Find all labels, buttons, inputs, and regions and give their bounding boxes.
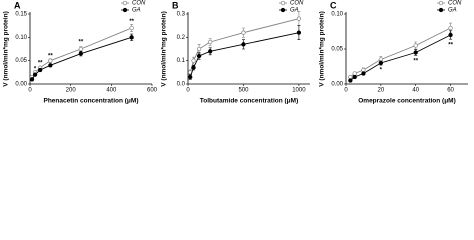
- data-point: [196, 53, 202, 59]
- y-tick-label: 0.1: [177, 58, 186, 64]
- panel-label: A: [14, 0, 21, 10]
- data-point: [448, 32, 453, 38]
- x-tick-label: 1000: [292, 88, 306, 94]
- annotation: *: [34, 67, 37, 73]
- data-point: [208, 39, 213, 45]
- data-point: [448, 25, 453, 31]
- annotation: **: [38, 61, 43, 67]
- panel-label: C: [330, 0, 337, 10]
- legend-marker: [122, 7, 128, 13]
- x-tick-label: 20: [378, 88, 385, 94]
- data-point: [48, 63, 53, 68]
- data-point: [188, 74, 193, 80]
- annotation: **: [78, 40, 83, 46]
- y-tick-label: 0.0: [177, 82, 186, 88]
- data-point: [29, 77, 35, 82]
- data-point: [129, 35, 134, 40]
- legend-marker: [122, 0, 128, 6]
- x-tick-label: 0: [28, 88, 32, 94]
- data-point: [38, 67, 43, 73]
- x-tick-label: 400: [106, 88, 117, 94]
- data-point: [361, 71, 366, 76]
- x-tick-label: 600: [147, 88, 158, 94]
- legend-label: CON: [290, 1, 304, 7]
- annotation: **: [413, 58, 418, 64]
- x-tick-label: 0: [344, 88, 348, 94]
- data-point: [296, 30, 302, 35]
- legend-label: GA: [448, 8, 457, 14]
- y-tick-label: 0.00: [331, 82, 343, 88]
- annotation: **: [129, 19, 134, 25]
- data-point: [352, 74, 357, 80]
- data-point: [191, 65, 196, 70]
- x-axis-title: Tolbutamide concentration (μM): [200, 98, 298, 105]
- data-point: [191, 58, 196, 63]
- data-point: [296, 16, 302, 21]
- y-axis-title: V (nmol/min*mg protein): [3, 11, 10, 86]
- y-tick-label: 0.3: [177, 12, 186, 18]
- x-tick-label: 200: [66, 88, 77, 94]
- annotation: **: [48, 54, 53, 60]
- y-tick-label: 0.00: [15, 82, 27, 88]
- y-tick-label: 0.15: [15, 12, 27, 18]
- data-point: [78, 46, 83, 52]
- y-tick-label: 0.05: [15, 58, 27, 64]
- data-point: [208, 49, 213, 54]
- x-tick-label: 60: [447, 88, 454, 94]
- data-point: [32, 72, 38, 77]
- legend-marker: [280, 0, 286, 6]
- y-tick-label: 0.2: [177, 35, 186, 41]
- data-point: [196, 46, 202, 52]
- series-line: [189, 32, 300, 78]
- legend-label: GA: [132, 8, 141, 14]
- data-point: [348, 74, 353, 80]
- y-axis-title: V (nmol/min*mg protein): [161, 11, 168, 86]
- y-tick-label: 0.05: [331, 47, 343, 53]
- x-tick-label: 40: [412, 88, 419, 94]
- x-axis-title: Omeprazole concentration (μM): [358, 98, 456, 105]
- x-axis-title: Phenacetin concentration (μM): [44, 98, 139, 105]
- annotation: **: [448, 42, 453, 48]
- data-point: [413, 43, 418, 48]
- data-point: [378, 60, 384, 66]
- legend-marker: [438, 7, 444, 13]
- legend-label: GA: [290, 8, 299, 14]
- data-point: [241, 42, 246, 47]
- data-point: [348, 78, 353, 83]
- legend-label: CON: [132, 1, 146, 7]
- data-point: [78, 51, 83, 56]
- y-tick-label: 0.10: [15, 35, 27, 41]
- x-tick-label: 500: [238, 88, 249, 94]
- data-point: [48, 58, 53, 63]
- y-tick-label: 0.10: [331, 12, 343, 18]
- annotation: *: [380, 68, 383, 74]
- data-point: [361, 67, 366, 73]
- data-point: [129, 25, 134, 31]
- data-point: [413, 50, 418, 55]
- x-tick-label: 0: [186, 88, 190, 94]
- y-axis-title: V (nmol/min*mg protein): [319, 11, 326, 86]
- legend-label: CON: [448, 1, 462, 7]
- data-point: [352, 71, 357, 76]
- panel-label: B: [172, 0, 179, 10]
- data-point: [241, 30, 246, 35]
- legend-marker: [438, 0, 444, 6]
- legend-marker: [280, 7, 286, 13]
